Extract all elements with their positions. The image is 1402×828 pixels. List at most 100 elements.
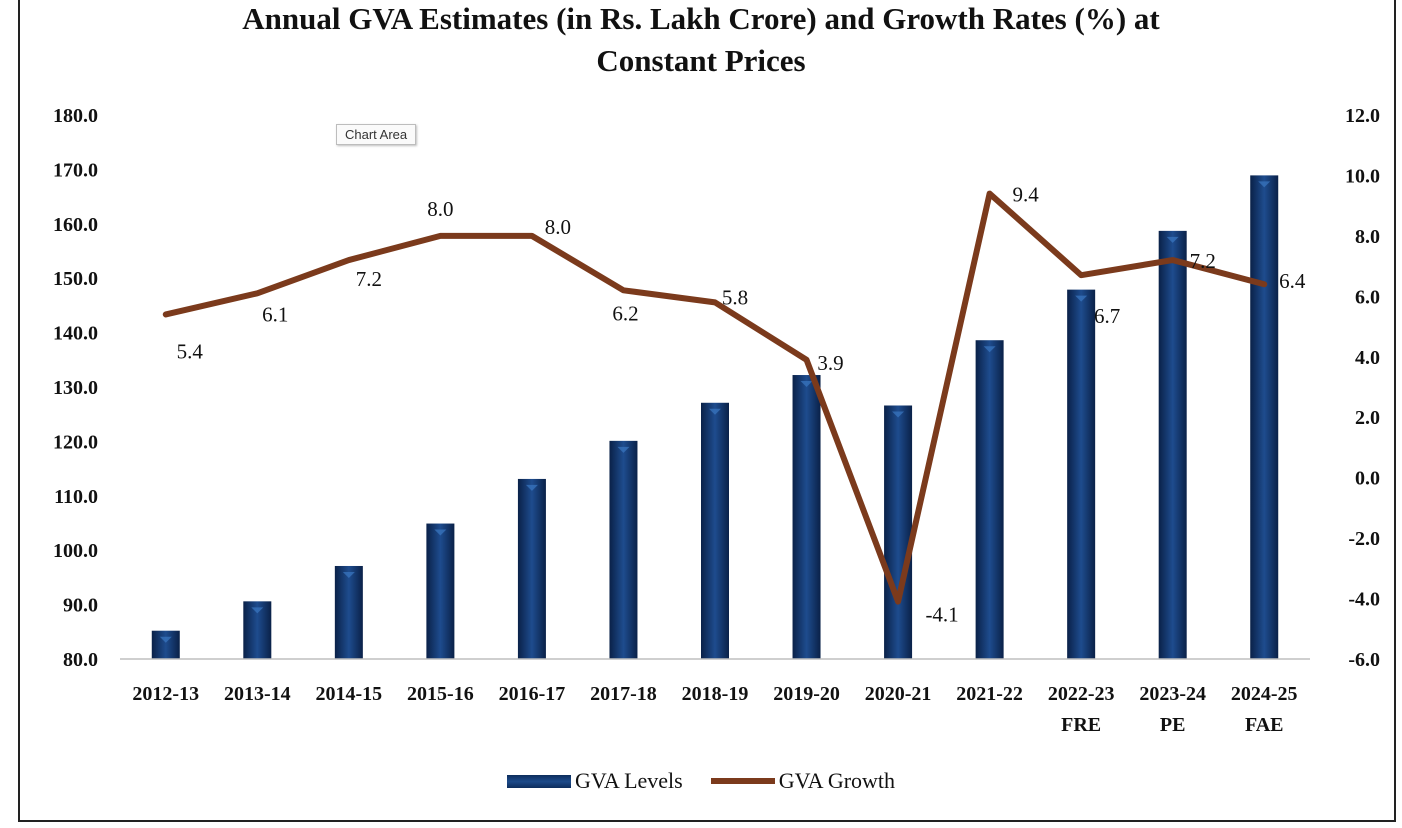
category-label: 2014-15 [316, 683, 383, 705]
left-tick-label: 90.0 [63, 595, 98, 617]
growth-data-label: 5.4 [177, 339, 204, 363]
bar-highlight [800, 381, 813, 388]
growth-data-label: 9.4 [1012, 183, 1039, 207]
gva-level-bar [1158, 230, 1187, 659]
category-label: 2023-24 PE [1139, 683, 1206, 736]
right-tick-label: -2.0 [1348, 528, 1380, 550]
growth-data-label: 7.2 [356, 267, 382, 291]
left-tick-label: 170.0 [53, 159, 98, 181]
growth-data-label: 8.0 [545, 215, 571, 239]
right-tick-label: -6.0 [1348, 649, 1380, 671]
chart-title: Annual GVA Estimates (in Rs. Lakh Crore)… [0, 0, 1402, 82]
left-tick-label: 130.0 [53, 377, 98, 399]
chart-title-line-2: Constant Prices [596, 43, 806, 78]
gva-level-bar [701, 402, 729, 659]
growth-data-label: 6.1 [262, 302, 288, 326]
category-label-line: 2020-21 [865, 683, 932, 705]
category-label: 2021-22 [956, 683, 1023, 705]
category-label-line: 2024-25 [1231, 683, 1298, 705]
growth-data-label: 6.4 [1279, 269, 1306, 293]
bar-highlight [617, 446, 630, 453]
left-tick-label: 100.0 [53, 540, 98, 562]
gva-level-bar [609, 440, 638, 659]
growth-data-label: 7.2 [1190, 249, 1216, 273]
bar-highlight [1166, 236, 1179, 243]
right-tick-label: 12.0 [1345, 105, 1380, 127]
left-tick-label: 80.0 [63, 649, 98, 671]
bar-highlight [1258, 181, 1271, 188]
left-tick-label: 110.0 [54, 486, 98, 508]
growth-data-label: 6.7 [1094, 304, 1120, 328]
gva-level-bar [884, 405, 913, 659]
left-tick-label: 180.0 [53, 105, 98, 127]
category-label: 2018-19 [682, 683, 749, 705]
category-label-line: 2015-16 [407, 683, 474, 705]
bar-highlight [342, 571, 355, 578]
gva-level-bar [792, 375, 821, 659]
right-tick-label: 0.0 [1355, 468, 1380, 490]
category-label-line: 2012-13 [132, 683, 199, 705]
category-label-line: 2022-23 [1048, 683, 1115, 705]
gva-level-bar [1067, 289, 1096, 659]
category-label-line: PE [1160, 714, 1186, 736]
category-label-line: 2016-17 [499, 683, 566, 705]
legend-line-swatch [710, 778, 775, 784]
right-tick-label: 4.0 [1355, 347, 1380, 369]
category-label-line: 2017-18 [590, 683, 657, 705]
bar-highlight [1075, 295, 1088, 302]
right-tick-label: 8.0 [1355, 226, 1380, 248]
category-label: 2020-21 [865, 683, 932, 705]
category-label: 2013-14 [224, 683, 291, 705]
gva-level-bar [517, 478, 546, 659]
left-tick-label: 150.0 [53, 268, 98, 290]
legend-item-gva-levels[interactable]: GVA Levels [506, 768, 683, 794]
x-axis: 2012-13 2013-14 2014-15 2015-16 2016-17 2017-… [132, 683, 1297, 736]
gva-level-bar [975, 340, 1004, 659]
growth-data-label: 5.8 [722, 285, 748, 309]
chart-title-line-1: Annual GVA Estimates (in Rs. Lakh Crore)… [242, 1, 1160, 36]
legend-label-gva-levels: GVA Levels [574, 768, 683, 793]
legend: GVA Levels GVA Growth [0, 768, 1402, 794]
category-label: 2019-20 [773, 683, 840, 705]
category-label: 2022-23 FRE [1048, 683, 1115, 736]
right-tick-label: -4.0 [1348, 589, 1380, 611]
bar-highlight [525, 484, 538, 491]
gva-level-bar [426, 523, 455, 659]
left-tick-label: 140.0 [53, 323, 98, 345]
growth-data-label: 8.0 [427, 197, 453, 221]
legend-item-gva-growth[interactable]: GVA Growth [710, 768, 896, 794]
chart-area-tooltip: Chart Area [336, 124, 417, 145]
bar-highlight [709, 408, 721, 415]
category-label-line: 2019-20 [773, 683, 840, 705]
category-label: 2024-25 FAE [1231, 683, 1298, 736]
category-label-line: 2023-24 [1139, 683, 1206, 705]
right-tick-label: 6.0 [1355, 286, 1380, 308]
left-tick-label: 120.0 [53, 431, 98, 453]
category-label-line: FAE [1245, 714, 1284, 736]
left-axis: 80.0 90.0 100.0 110.0 120.0 130.0 140.0 150.0 16… [53, 105, 98, 671]
right-axis: -6.0 -4.0 -2.0 0.0 2.0 4.0 6.0 8.0 10.0 12.0 [1345, 105, 1380, 671]
category-label: 2012-13 [132, 683, 199, 705]
bar-highlight [159, 636, 172, 643]
gva-levels-series [151, 175, 1279, 659]
gva-level-bar [151, 630, 180, 659]
category-label-line: FRE [1061, 714, 1101, 736]
left-tick-label: 160.0 [53, 214, 98, 236]
gva-level-bar [334, 565, 363, 659]
growth-data-label: -4.1 [925, 603, 958, 627]
growth-data-labels: 5.4 6.1 7.2 8.0 8.0 6.2 5.8 3.9 -4.1 9.4 6.7 7.2 6.4 [177, 183, 1306, 627]
gva-growth-line [162, 190, 1268, 605]
legend-label-gva-growth: GVA Growth [778, 768, 896, 793]
bar-highlight [434, 529, 447, 536]
category-label: 2017-18 [590, 683, 657, 705]
gva-level-bar [1250, 175, 1279, 659]
legend-bar-swatch [506, 774, 571, 788]
category-label-line: 2013-14 [224, 683, 291, 705]
right-tick-label: 2.0 [1355, 407, 1380, 429]
growth-data-label: 3.9 [817, 351, 843, 375]
category-label-line: 2014-15 [316, 683, 383, 705]
category-label-line: 2021-22 [956, 683, 1023, 705]
bar-highlight [251, 607, 264, 614]
bar-highlight [983, 346, 996, 353]
